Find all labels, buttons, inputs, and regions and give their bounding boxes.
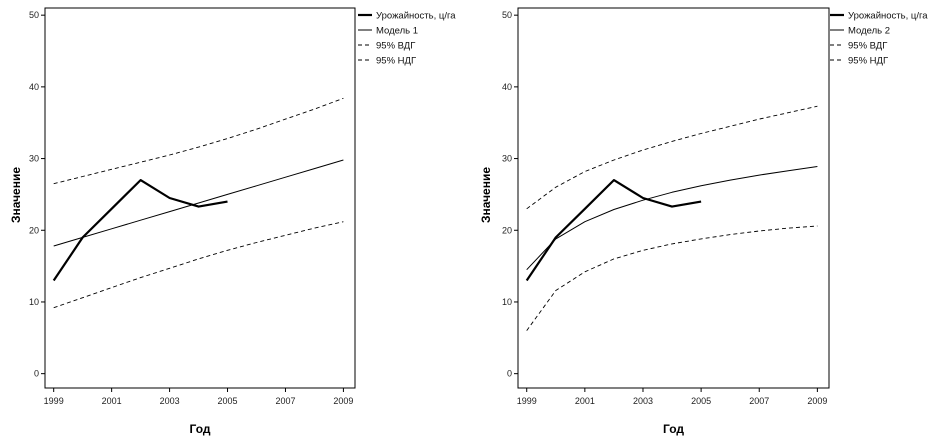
chart-2: 0 10 20 30 40 50 1999 2001 2003 2005 2007 2009 Год Зн…: [479, 7, 928, 436]
x-tick-label: 2007: [275, 396, 295, 406]
legend-label: Модель 1: [376, 26, 418, 37]
x-tick-label: 2005: [218, 396, 238, 406]
x-axis-title: Год: [190, 422, 211, 436]
x-tick-label: 2009: [333, 396, 353, 406]
series-line-2: [526, 166, 818, 271]
y-tick-label: 0: [34, 369, 39, 379]
x-axis-title: Год: [663, 422, 684, 436]
y-tick-label: 20: [502, 225, 512, 235]
legend: Урожайность, ц/га Модель 2 95% ВДГ 95% НДГ: [830, 11, 928, 67]
x-tick-label: 2003: [160, 396, 180, 406]
legend-label: Урожайность, ц/га: [376, 11, 456, 22]
series-line-4: [526, 225, 818, 331]
y-tick-label: 40: [29, 82, 39, 92]
legend-label: 95% ВДГ: [848, 41, 887, 52]
series-line-1: [52, 179, 228, 282]
x-tick-label: 2005: [691, 396, 711, 406]
y-tick-label: 40: [502, 82, 512, 92]
x-tick-label: 2003: [633, 396, 653, 406]
x-tick-label: 1999: [517, 396, 537, 406]
y-tick-label: 20: [29, 225, 39, 235]
series-line-3: [53, 97, 344, 185]
series-line-4: [53, 221, 344, 309]
y-tick-label: 50: [502, 10, 512, 20]
y-tick-label: 10: [502, 297, 512, 307]
series-line-2: [53, 159, 344, 247]
y-axis-title: Значение: [479, 167, 493, 223]
legend-label: 95% ВДГ: [376, 41, 415, 52]
x-tick-label: 2001: [102, 396, 122, 406]
x-tick-label: 2007: [749, 396, 769, 406]
chart-1: 0 10 20 30 40 50 1999 2001 2003 2005 2007 2009 Год Зн…: [9, 7, 456, 436]
y-tick-label: 0: [507, 369, 512, 379]
legend-label: 95% НДГ: [848, 56, 888, 67]
y-tick-label: 30: [29, 154, 39, 164]
legend-label: Модель 2: [848, 26, 890, 37]
x-tick-label: 2001: [575, 396, 595, 406]
y-axis-title: Значение: [9, 167, 23, 223]
series-line-1: [525, 179, 702, 282]
legend: Урожайность, ц/га Модель 1 95% ВДГ 95% НДГ: [358, 11, 456, 67]
y-tick-label: 50: [29, 10, 39, 20]
plot-frame: [517, 7, 830, 389]
y-tick-label: 10: [29, 297, 39, 307]
legend-label: 95% НДГ: [376, 56, 416, 67]
plot-frame: [44, 7, 356, 389]
series-line-3: [526, 105, 818, 210]
x-tick-label: 1999: [44, 396, 64, 406]
y-tick-label: 30: [502, 154, 512, 164]
x-tick-label: 2009: [807, 396, 827, 406]
legend-label: Урожайность, ц/га: [848, 11, 928, 22]
